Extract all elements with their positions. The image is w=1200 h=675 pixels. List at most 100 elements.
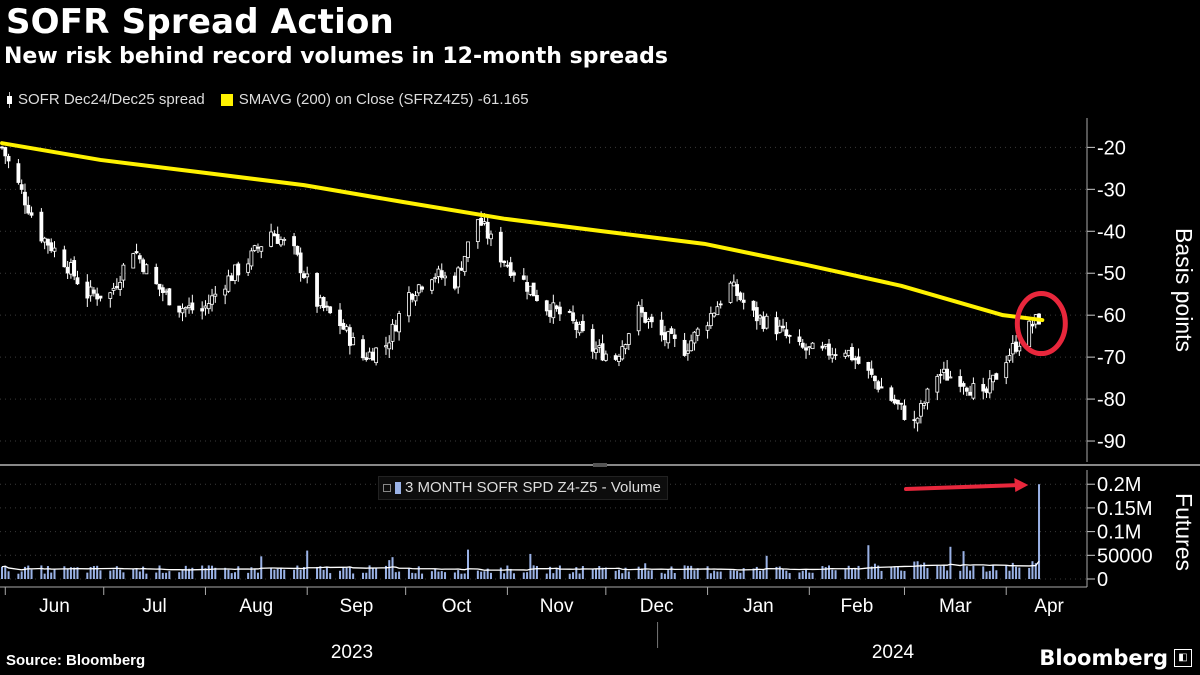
candle-body <box>682 339 687 356</box>
volume-bar <box>752 568 755 579</box>
volume-bar <box>122 572 125 579</box>
candle-body <box>443 275 447 279</box>
volume-bar <box>683 565 686 579</box>
volume-bar <box>293 569 296 579</box>
volume-tick-label: 0.15M <box>1097 498 1153 520</box>
candle-body <box>594 348 598 354</box>
volume-bar <box>339 570 342 579</box>
candle-body <box>525 282 529 292</box>
candle-body <box>823 344 828 347</box>
candle-body <box>508 262 513 276</box>
volume-bar <box>617 569 620 579</box>
volume-bar <box>778 566 781 579</box>
volume-bar <box>503 573 506 579</box>
candle-body <box>452 275 457 289</box>
candle-body <box>636 304 641 332</box>
volume-bar <box>96 565 99 579</box>
volume-bar <box>181 569 184 579</box>
volume-bar <box>896 566 899 579</box>
volume-bar <box>63 566 66 579</box>
volume-bar <box>99 570 102 579</box>
candle-body <box>505 264 510 267</box>
volume-bar <box>375 568 378 579</box>
volume-bar <box>319 566 322 579</box>
candle-body <box>341 322 346 330</box>
price-legend: SOFR Dec24/Dec25 spread SMAVG (200) on C… <box>6 91 529 108</box>
candle-body <box>154 266 159 285</box>
volume-bar <box>30 569 33 579</box>
candle-body <box>705 325 710 331</box>
candle-body <box>626 333 631 345</box>
candle-body <box>915 417 920 424</box>
volume-bar <box>112 569 115 579</box>
candle-body <box>26 204 31 214</box>
volume-bar <box>844 569 847 579</box>
candle-body <box>600 343 605 361</box>
candle-body <box>984 388 989 393</box>
candle-body <box>131 253 136 269</box>
candle-body <box>856 356 861 364</box>
volume-bar <box>256 572 259 579</box>
candle-body <box>272 233 277 237</box>
volume-bar <box>1034 563 1037 579</box>
volume-bar <box>161 572 164 579</box>
candle-body <box>577 324 582 334</box>
volume-bar <box>283 569 286 579</box>
sma-200-line <box>0 141 1045 323</box>
candle-body <box>384 345 388 348</box>
candle-body <box>646 319 651 322</box>
candle-body <box>318 297 323 307</box>
volume-bar <box>92 566 95 579</box>
volume-bar <box>188 568 191 579</box>
candle-body <box>351 337 356 346</box>
volume-bar <box>158 565 161 579</box>
volume-bar <box>76 567 79 579</box>
candle-body <box>98 295 103 299</box>
candle-body <box>981 384 986 392</box>
x-month-label: Sep <box>340 596 374 617</box>
volume-bar <box>486 568 489 579</box>
volume-bar <box>155 572 158 579</box>
candle-body <box>597 345 602 348</box>
panel-divider-handle-icon <box>593 463 607 467</box>
price-tick-label: -60 <box>1097 305 1126 327</box>
candle-body <box>521 275 526 280</box>
candle-body <box>781 325 785 329</box>
volume-bar <box>440 571 443 579</box>
x-month-label: Oct <box>442 596 472 617</box>
candle-body <box>302 273 306 278</box>
candle-body <box>902 405 907 420</box>
volume-bar <box>568 573 571 579</box>
candle-body <box>804 347 808 351</box>
volume-bar <box>1008 570 1011 579</box>
candle-body <box>961 383 966 387</box>
candle-body <box>551 302 556 319</box>
candle-body <box>544 300 549 312</box>
candle-body <box>430 279 434 291</box>
volume-bar <box>322 569 325 579</box>
candle-body <box>390 323 395 342</box>
candle-body <box>157 283 162 290</box>
candle-body <box>869 368 874 375</box>
candle-body <box>708 313 713 327</box>
candle-legend-label: SOFR Dec24/Dec25 spread <box>18 91 205 108</box>
volume-bar <box>591 568 594 579</box>
volume-bar <box>663 573 666 579</box>
volume-bar <box>69 567 72 579</box>
candle-body <box>141 259 146 272</box>
sma-legend-label: SMAVG (200) on Close (SFRZ4Z5) -61.165 <box>238 91 529 108</box>
volume-bar <box>361 572 364 579</box>
volume-bar <box>1018 567 1021 579</box>
volume-bar <box>765 555 768 579</box>
volume-bar <box>1038 484 1041 579</box>
candle-body <box>948 376 953 379</box>
candle-body <box>728 282 733 303</box>
candle-body <box>873 375 877 382</box>
volume-bar <box>644 563 647 579</box>
candle-body <box>292 236 296 247</box>
candle-body <box>321 297 326 309</box>
x-year-label: 2024 <box>872 642 915 663</box>
candle-body <box>512 272 516 276</box>
volume-bar <box>916 561 919 579</box>
candle-body <box>324 305 329 308</box>
